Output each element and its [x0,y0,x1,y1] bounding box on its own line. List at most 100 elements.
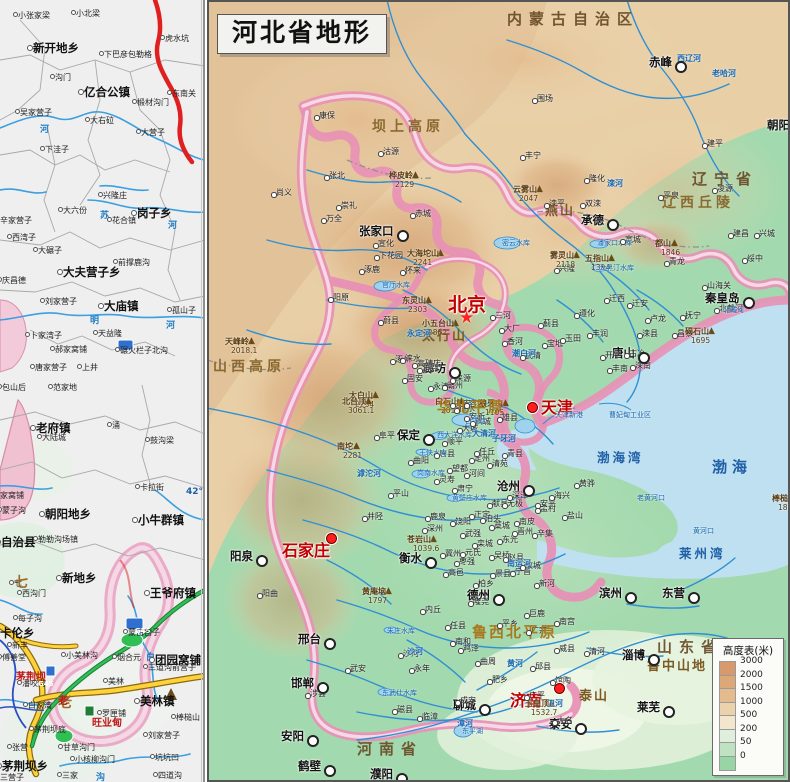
city-label-prefecture: 邢台 [298,632,321,646]
county-dot [630,365,636,371]
prefecture-dot [607,219,619,231]
left-village-label: 下巴彦包勒格 [104,50,152,59]
left-map-vectors [0,0,205,782]
legend-row: 1000 [719,697,777,716]
city-label-county: 建平 [707,139,723,148]
county-dot [552,720,558,726]
left-village-label: 三家 [62,771,78,780]
city-label-county: 尚义 [276,188,292,197]
left-river-label: 苏 [100,211,110,221]
prefecture-dot [425,557,437,569]
region-label-plain: 华北平原 [437,398,506,416]
water-label-coast: 北戴河 [723,306,744,314]
left-village-label: 刘家营子 [45,297,77,306]
village-dot [0,384,2,389]
left-village-label: 大陆城 [42,433,66,442]
city-label-county: 巨鹿 [529,609,545,618]
city-label-county: 辛集 [537,529,553,538]
water-label-reservoir: 王快水库 [419,449,447,457]
village-dot [33,247,38,252]
river-label: 永定河 [407,329,431,338]
city-label-county: 宣化 [378,239,394,248]
city-label-county: 曲周 [480,657,496,666]
city-label-prefecture: 鹤壁 [298,759,321,773]
left-place-label-red: 旺业甸 [92,718,122,729]
city-label-county: 沙河 [403,649,419,658]
left-village-label: 蒙子沟 [2,506,26,515]
prefecture-dot [324,765,336,777]
village-dot [99,51,104,56]
peak-elevation: 1394 [591,263,611,272]
county-dot [497,539,503,545]
region-label-mountain: 泰山 [579,689,610,704]
village-dot [7,234,12,239]
prefecture-dot [317,682,329,694]
left-village-label: 三营子 [0,773,24,782]
left-village-label: 鼓沟梁 [150,436,174,445]
city-label-county: 平泉 [663,191,679,200]
left-village-label: 傅善堂 [2,653,26,662]
city-label-county: 平山 [393,489,409,498]
left-village-label: 虎水坑 [165,34,189,43]
river-label: 漳河 [457,719,473,728]
city-label-county: 赵县 [508,553,524,562]
county-dot [584,178,590,184]
region-label-plateau: 山西高原 [213,359,285,375]
county-dot [473,583,479,589]
county-dot [400,358,406,364]
legend-row: 3000 [719,657,777,676]
village-dot [48,384,53,389]
county-dot [458,648,464,654]
left-village-label: 前撑鹿沟 [118,258,150,267]
river-label: 沙河 [407,647,423,656]
left-village-label: 孤山子 [172,306,196,315]
city-label-county: 青县 [507,449,523,458]
city-label-county: 无极 [507,499,523,508]
peak-elevation: 3061.1 [348,406,375,415]
prefecture-dot [743,297,755,309]
city-label-county: 开平 [605,351,621,360]
city-label-prefecture: 保定 [397,428,420,442]
peak-triangle-icon: ▲ [353,441,360,451]
left-village-label: 家窝铺 [0,491,24,500]
city-label-county: 宁晋 [515,567,531,576]
prefecture-dot [675,61,687,73]
left-village-label: 下洼子 [45,145,69,154]
county-dot [324,175,330,181]
village-dot [143,664,148,669]
main-topographic-map[interactable]: 河北省地形 高度表(米) 3000 2000 1500 1000 500 200 50 0 ★… [207,0,790,782]
left-village-label: 新丰 [12,641,28,650]
peak-name: 大海坨山 [407,249,439,258]
legend-swatch [719,755,736,771]
left-village-label: 椴材沟门 [137,98,169,107]
village-dot [0,654,2,659]
left-village-label: 卡拉街 [140,483,164,492]
county-dot [627,303,633,309]
left-village-label: 甘草沟门 [63,743,95,752]
left-village-label: 涌 [112,421,120,430]
river-label: 西辽河 [677,54,701,63]
water-label-estuary: 黄河口 [693,527,714,535]
county-dot [305,693,311,699]
left-village-label: 大右砬 [90,116,114,125]
town-dot [56,575,62,581]
village-dot [7,642,12,647]
left-village-label: 刘家营子 [148,731,180,740]
county-dot [443,572,449,578]
village-dot [58,744,63,749]
village-dot [58,207,63,212]
city-label-county: 鸡泽 [463,644,479,653]
peak-name: 苍岩山 [407,535,431,544]
city-label-county: 丰宁 [525,151,541,160]
county-dot [469,514,475,520]
county-dot [440,553,446,559]
left-inset-map[interactable]: 新开地乡 亿合公镇 大夫营子乡 大庙镇 岗子乡 老府镇 朝阳地乡 小牛群镇 新地乡 王爷府镇 美林镇… [0,0,205,782]
left-town-label: 新地乡 [62,571,97,585]
county-dot [374,255,380,261]
county-dot [507,495,513,501]
left-village-label: 天益隆 [98,329,122,338]
village-dot [61,652,66,657]
city-label-county: 迁安 [632,299,648,308]
province-capital-dot [554,683,565,694]
left-river-label: 河 [168,221,178,231]
